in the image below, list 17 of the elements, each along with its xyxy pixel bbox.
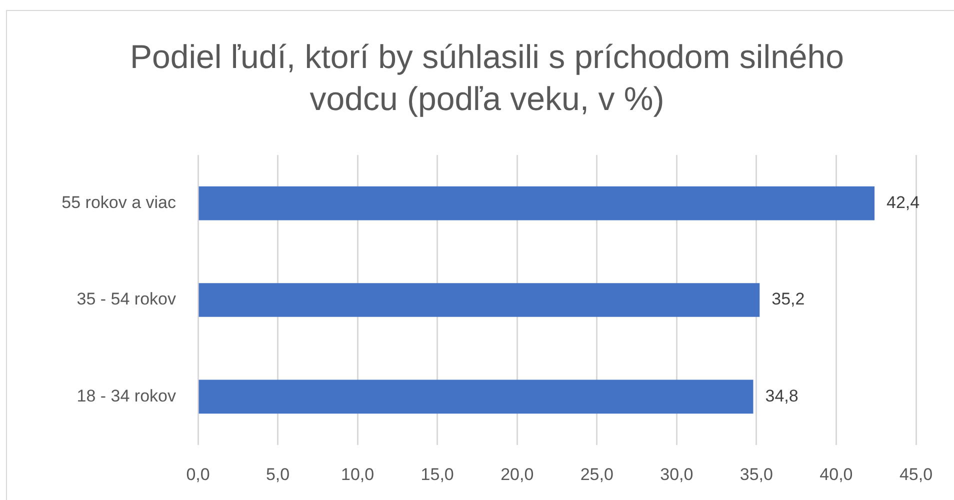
chart-title: Podiel ľudí, ktorí by súhlasili s príchodom silného vodcu (podľa veku, v %) — [129, 37, 845, 119]
x-tick-label: 35,0 — [740, 464, 773, 484]
x-tick-label: 45,0 — [899, 464, 933, 484]
x-tick-label: 10,0 — [341, 464, 374, 484]
y-tick-label: 35 - 54 rokov — [76, 290, 176, 309]
x-tick-label: 30,0 — [660, 464, 694, 484]
y-tick-label: 18 - 34 rokov — [76, 386, 176, 406]
x-tick-label: 40,0 — [820, 464, 853, 484]
data-label: 35,2 — [772, 290, 805, 309]
data-label: 42,4 — [886, 193, 920, 212]
x-tick-label: 25,0 — [580, 464, 614, 484]
x-tick-label: 15,0 — [420, 464, 454, 484]
y-tick-label: 55 rokov a viac — [62, 193, 176, 212]
data-label: 34,8 — [765, 386, 798, 406]
x-tick-label: 0,0 — [186, 464, 210, 484]
x-tick-label: 20,0 — [500, 464, 534, 484]
x-tick-label: 5,0 — [266, 464, 290, 484]
